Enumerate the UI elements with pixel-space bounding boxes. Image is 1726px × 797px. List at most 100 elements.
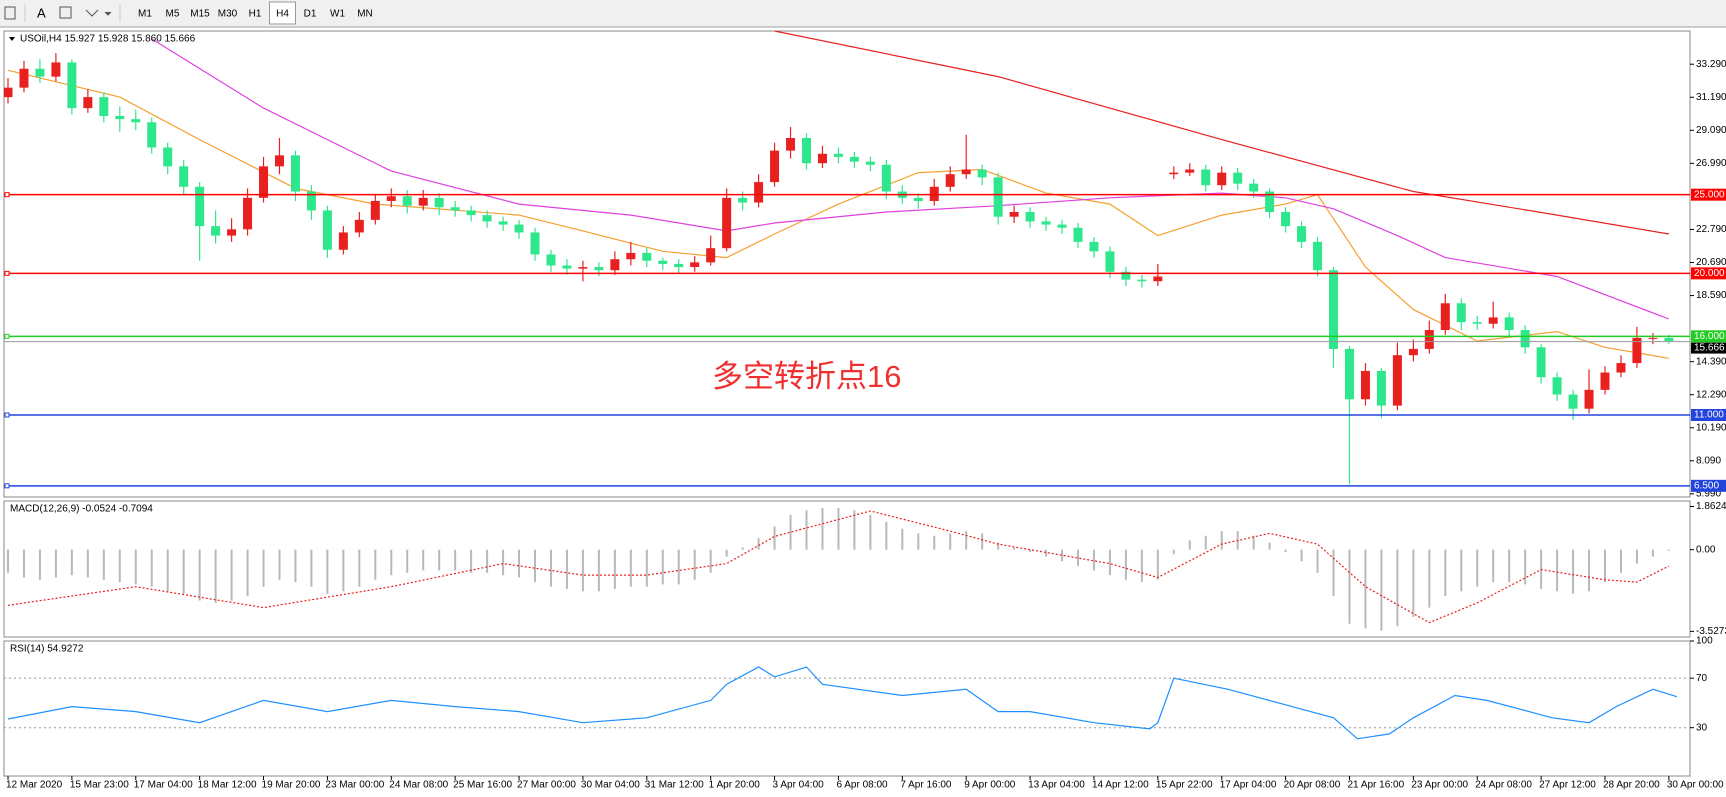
candle-body bbox=[642, 252, 652, 261]
timeframe-button[interactable]: M30 bbox=[218, 9, 238, 20]
text-tool[interactable]: A bbox=[37, 5, 46, 20]
timeframe-button[interactable]: M1 bbox=[138, 9, 152, 20]
x-tick-label: 15 Apr 22:00 bbox=[1156, 780, 1213, 791]
candle-body bbox=[1137, 279, 1147, 282]
timeframe-button[interactable]: H4 bbox=[276, 9, 289, 20]
level-label-box bbox=[1691, 188, 1726, 201]
main-panel bbox=[3, 30, 1691, 498]
candle-body bbox=[610, 259, 620, 271]
dropdown-icon[interactable] bbox=[104, 11, 112, 16]
candle-body bbox=[35, 68, 45, 77]
candle-body bbox=[466, 210, 476, 216]
panel-plot bbox=[4, 31, 1674, 485]
candle-body bbox=[1249, 183, 1259, 192]
candle-body bbox=[163, 147, 173, 167]
x-tick-label: 13 Apr 04:00 bbox=[1028, 780, 1085, 791]
candle-body bbox=[227, 229, 237, 236]
bid-label-box bbox=[1691, 342, 1726, 354]
toolbar-icons bbox=[4, 4, 121, 22]
level-anchor bbox=[4, 483, 10, 489]
moving-average bbox=[7, 69, 1670, 359]
x-tick-label: 25 Mar 16:00 bbox=[453, 780, 512, 791]
x-tick-label: 24 Apr 08:00 bbox=[1475, 780, 1532, 791]
timeframe-button[interactable]: M15 bbox=[190, 9, 210, 20]
level-label: 16.000 bbox=[1694, 331, 1725, 342]
candle-body bbox=[690, 262, 700, 268]
timeframe-button[interactable]: MN bbox=[357, 9, 373, 20]
text-label-icon[interactable] bbox=[59, 6, 72, 19]
candle-body bbox=[929, 186, 939, 201]
candle-body bbox=[1185, 169, 1195, 173]
candle-body bbox=[1392, 355, 1402, 406]
candle-body bbox=[450, 207, 460, 211]
candle-body bbox=[1584, 389, 1594, 409]
candle-body bbox=[706, 248, 716, 263]
x-tick-label: 23 Apr 00:00 bbox=[1411, 780, 1468, 791]
y-tick-label: 8.090 bbox=[1696, 455, 1721, 466]
candle-body bbox=[1472, 322, 1482, 324]
moving-average bbox=[151, 38, 1670, 320]
candle-body bbox=[1057, 224, 1067, 228]
x-tick-label: 28 Apr 20:00 bbox=[1603, 780, 1660, 791]
candle-body bbox=[418, 197, 428, 206]
candle-body bbox=[1105, 251, 1115, 272]
candle-body bbox=[658, 260, 668, 264]
candle-body bbox=[19, 68, 29, 88]
candle-body bbox=[913, 197, 923, 201]
candle-body bbox=[1201, 169, 1211, 186]
candle-body bbox=[1217, 172, 1227, 186]
candle-body bbox=[1089, 241, 1099, 252]
candle-body bbox=[530, 232, 540, 255]
timeframe-button[interactable]: W1 bbox=[330, 9, 345, 20]
x-tick-label: 30 Mar 04:00 bbox=[581, 780, 640, 791]
candle-body bbox=[754, 182, 764, 203]
x-tick-label: 12 Mar 2020 bbox=[6, 780, 63, 791]
level-label: 20.000 bbox=[1694, 268, 1725, 279]
y-tick-label: 5.990 bbox=[1696, 488, 1721, 499]
level-anchor bbox=[4, 192, 10, 198]
candle-body bbox=[1025, 211, 1035, 222]
x-tick-label: 17 Mar 04:00 bbox=[134, 780, 193, 791]
candle-body bbox=[738, 197, 748, 203]
x-tick-label: 7 Apr 16:00 bbox=[900, 780, 952, 791]
candle-body bbox=[67, 62, 77, 109]
candle-body bbox=[562, 265, 572, 269]
candle-body bbox=[1488, 317, 1498, 324]
candle-body bbox=[211, 226, 221, 236]
x-tick-label: 9 Apr 00:00 bbox=[964, 780, 1016, 791]
candle-body bbox=[977, 169, 987, 178]
x-tick-label: 23 Mar 00:00 bbox=[325, 780, 384, 791]
y-tick-label: 18.590 bbox=[1696, 290, 1726, 301]
candle-body bbox=[1424, 330, 1434, 349]
panel-plot bbox=[7, 507, 1670, 631]
candle-body bbox=[833, 153, 843, 157]
level-label-box bbox=[1691, 409, 1726, 422]
candle-body bbox=[961, 169, 971, 175]
level-label-box bbox=[1691, 267, 1726, 280]
panel-plot bbox=[4, 666, 1690, 740]
candle-body bbox=[1041, 221, 1051, 225]
candle-body bbox=[1440, 303, 1450, 331]
x-tick-label: 17 Apr 04:00 bbox=[1220, 780, 1277, 791]
level-label-box bbox=[1691, 330, 1726, 343]
candle-body bbox=[1600, 372, 1610, 390]
indicator-title: MACD(12,26,9) -0.0524 -0.7094 bbox=[10, 504, 153, 515]
y-tick-label: 30 bbox=[1696, 722, 1708, 733]
crosshair-icon[interactable] bbox=[4, 6, 16, 20]
candle-body bbox=[99, 97, 109, 116]
x-tick-label: 31 Mar 12:00 bbox=[645, 780, 704, 791]
candle-body bbox=[1297, 226, 1307, 242]
level-label: 25.000 bbox=[1694, 189, 1725, 200]
candle-body bbox=[83, 97, 93, 109]
candle-body bbox=[722, 197, 732, 249]
timeframe-button[interactable]: H1 bbox=[249, 9, 262, 20]
candle-body bbox=[1121, 271, 1131, 280]
candle-body bbox=[674, 263, 684, 268]
timeframe-button[interactable]: D1 bbox=[304, 9, 317, 20]
collapse-arrow[interactable] bbox=[9, 37, 15, 41]
timeframe-button[interactable]: M5 bbox=[166, 9, 180, 20]
candle-body bbox=[51, 62, 61, 77]
x-tick-label: 20 Apr 08:00 bbox=[1284, 780, 1341, 791]
arrows-icon[interactable] bbox=[85, 9, 99, 17]
